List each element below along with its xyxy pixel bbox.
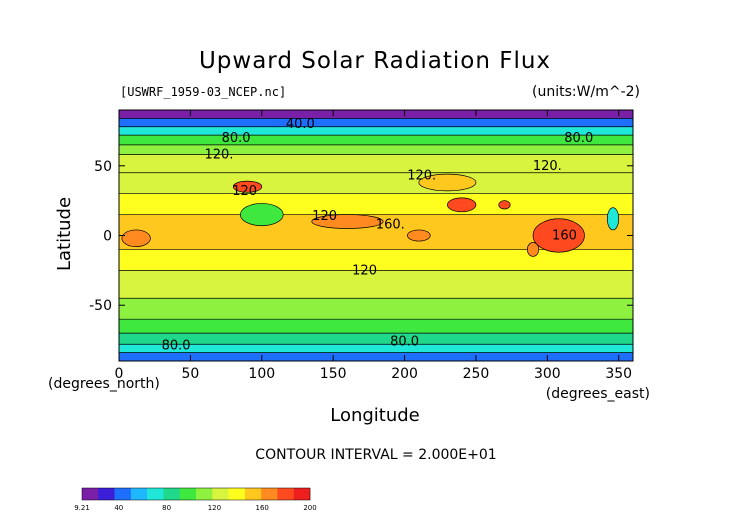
heatmap-band-2 xyxy=(119,126,633,136)
contour-label: 160. xyxy=(376,217,405,232)
heatmap-region-0 xyxy=(232,180,263,193)
heatmap-band-12 xyxy=(119,319,633,334)
colorbar-swatch xyxy=(163,488,181,500)
contour-label: 160 xyxy=(552,229,577,244)
heatmap-region-6 xyxy=(407,229,431,242)
x-tick-label: 100 xyxy=(248,366,275,382)
y-tick-label: 50 xyxy=(94,159,112,175)
colorbar-tick-label: 80 xyxy=(162,504,171,512)
contour-label: 80.0 xyxy=(222,131,251,146)
contour-label: 120 xyxy=(352,263,377,278)
plot-area xyxy=(119,110,633,361)
colorbar-tick-label: 40 xyxy=(114,504,123,512)
colorbar-tick-label: 120 xyxy=(208,504,221,512)
x-tick-label: 0 xyxy=(115,366,124,382)
heatmap-band-1 xyxy=(119,118,633,127)
colorbar-swatch xyxy=(179,488,197,500)
colorbar-swatch xyxy=(82,488,99,500)
heatmap-region-8 xyxy=(240,203,284,227)
colorbar-swatch xyxy=(244,488,262,500)
contour-label: 80.0 xyxy=(390,334,419,349)
colorbar-swatch xyxy=(277,488,295,500)
colorbar-swatch xyxy=(196,488,213,500)
contour-label: 120. xyxy=(204,148,233,163)
x-tick-label: 150 xyxy=(320,366,347,382)
heatmap-band-10 xyxy=(119,270,633,299)
x-tick-label: 50 xyxy=(181,366,199,382)
heatmap-region-3 xyxy=(532,218,585,253)
colorbar-swatch xyxy=(130,488,148,500)
x-tick-label: 250 xyxy=(463,366,490,382)
colorbar-tick-label: 160 xyxy=(256,504,269,512)
colorbar-swatch xyxy=(98,488,115,500)
colorbar-tick-label: 9.21 xyxy=(74,504,90,512)
colorbar-swatch xyxy=(293,488,311,500)
contour-labels: 40.080.0 80.0120.120.120.120120160.160120… xyxy=(162,117,594,354)
heatmap-band-7 xyxy=(119,193,633,215)
colorbar-frame xyxy=(81,487,311,501)
dataset-filename: [USWRF_1959-03_NCEP.nc] xyxy=(120,85,286,99)
contour-label: 120 xyxy=(312,209,337,224)
y-tick-label: 0 xyxy=(103,229,112,245)
y-tick-label: -50 xyxy=(89,298,112,314)
x-axis-label: Longitude xyxy=(330,405,420,426)
colorbar-swatch xyxy=(147,488,164,500)
contour-interval-text: CONTOUR INTERVAL = 2.000E+01 xyxy=(255,447,496,463)
colorbar-swatch xyxy=(114,488,132,500)
contour-label: 120. xyxy=(407,169,436,184)
heatmap-band-13 xyxy=(119,333,633,345)
chart-title: Upward Solar Radiation Flux xyxy=(199,48,551,74)
x-tick-label: 300 xyxy=(534,366,561,382)
heatmap-band-11 xyxy=(119,298,633,320)
heatmap-band-6 xyxy=(119,172,633,194)
contour-label: 40.0 xyxy=(286,117,315,132)
y-axis-label: Latitude xyxy=(54,197,75,271)
axes: 0 50 100 150 200 250 300 350 50 0 -50 xyxy=(89,110,633,382)
heatmap-band-15 xyxy=(119,352,633,361)
contour-label: 120 xyxy=(232,184,257,199)
heatmap-region-2 xyxy=(498,200,511,210)
units-label: (units:W/m^-2) xyxy=(532,84,640,100)
contour-label: 80.0 xyxy=(564,131,593,146)
colorbar: 9.21 40 80 120 160 200 xyxy=(74,487,317,512)
heatmap-band-3 xyxy=(119,135,633,145)
heatmap-region-1 xyxy=(447,197,477,213)
heatmap-region-7 xyxy=(418,173,477,192)
heatmap-region-10 xyxy=(526,242,540,257)
contour-label: 80.0 xyxy=(162,339,191,354)
colorbar-swatch xyxy=(228,488,246,500)
heatmap-region-4 xyxy=(121,229,151,248)
heatmap-region-9 xyxy=(606,207,620,231)
colorbar-tick-label: 200 xyxy=(303,504,316,512)
heatmap-band-14 xyxy=(119,344,633,353)
colorbar-swatch xyxy=(212,488,229,500)
x-tick-label: 350 xyxy=(605,366,632,382)
heatmap-band-0 xyxy=(119,110,633,119)
heatmap-region-5 xyxy=(311,214,384,229)
y-axis-unit: (degrees_north) xyxy=(48,376,160,392)
heatmap-band-4 xyxy=(119,144,633,155)
heatmap-band-9 xyxy=(119,249,633,271)
contour-label: 120. xyxy=(533,159,562,174)
x-axis-unit: (degrees_east) xyxy=(546,386,650,402)
x-tick-label: 200 xyxy=(391,366,418,382)
colorbar-swatch xyxy=(261,488,278,500)
heatmap-band-5 xyxy=(119,154,633,173)
